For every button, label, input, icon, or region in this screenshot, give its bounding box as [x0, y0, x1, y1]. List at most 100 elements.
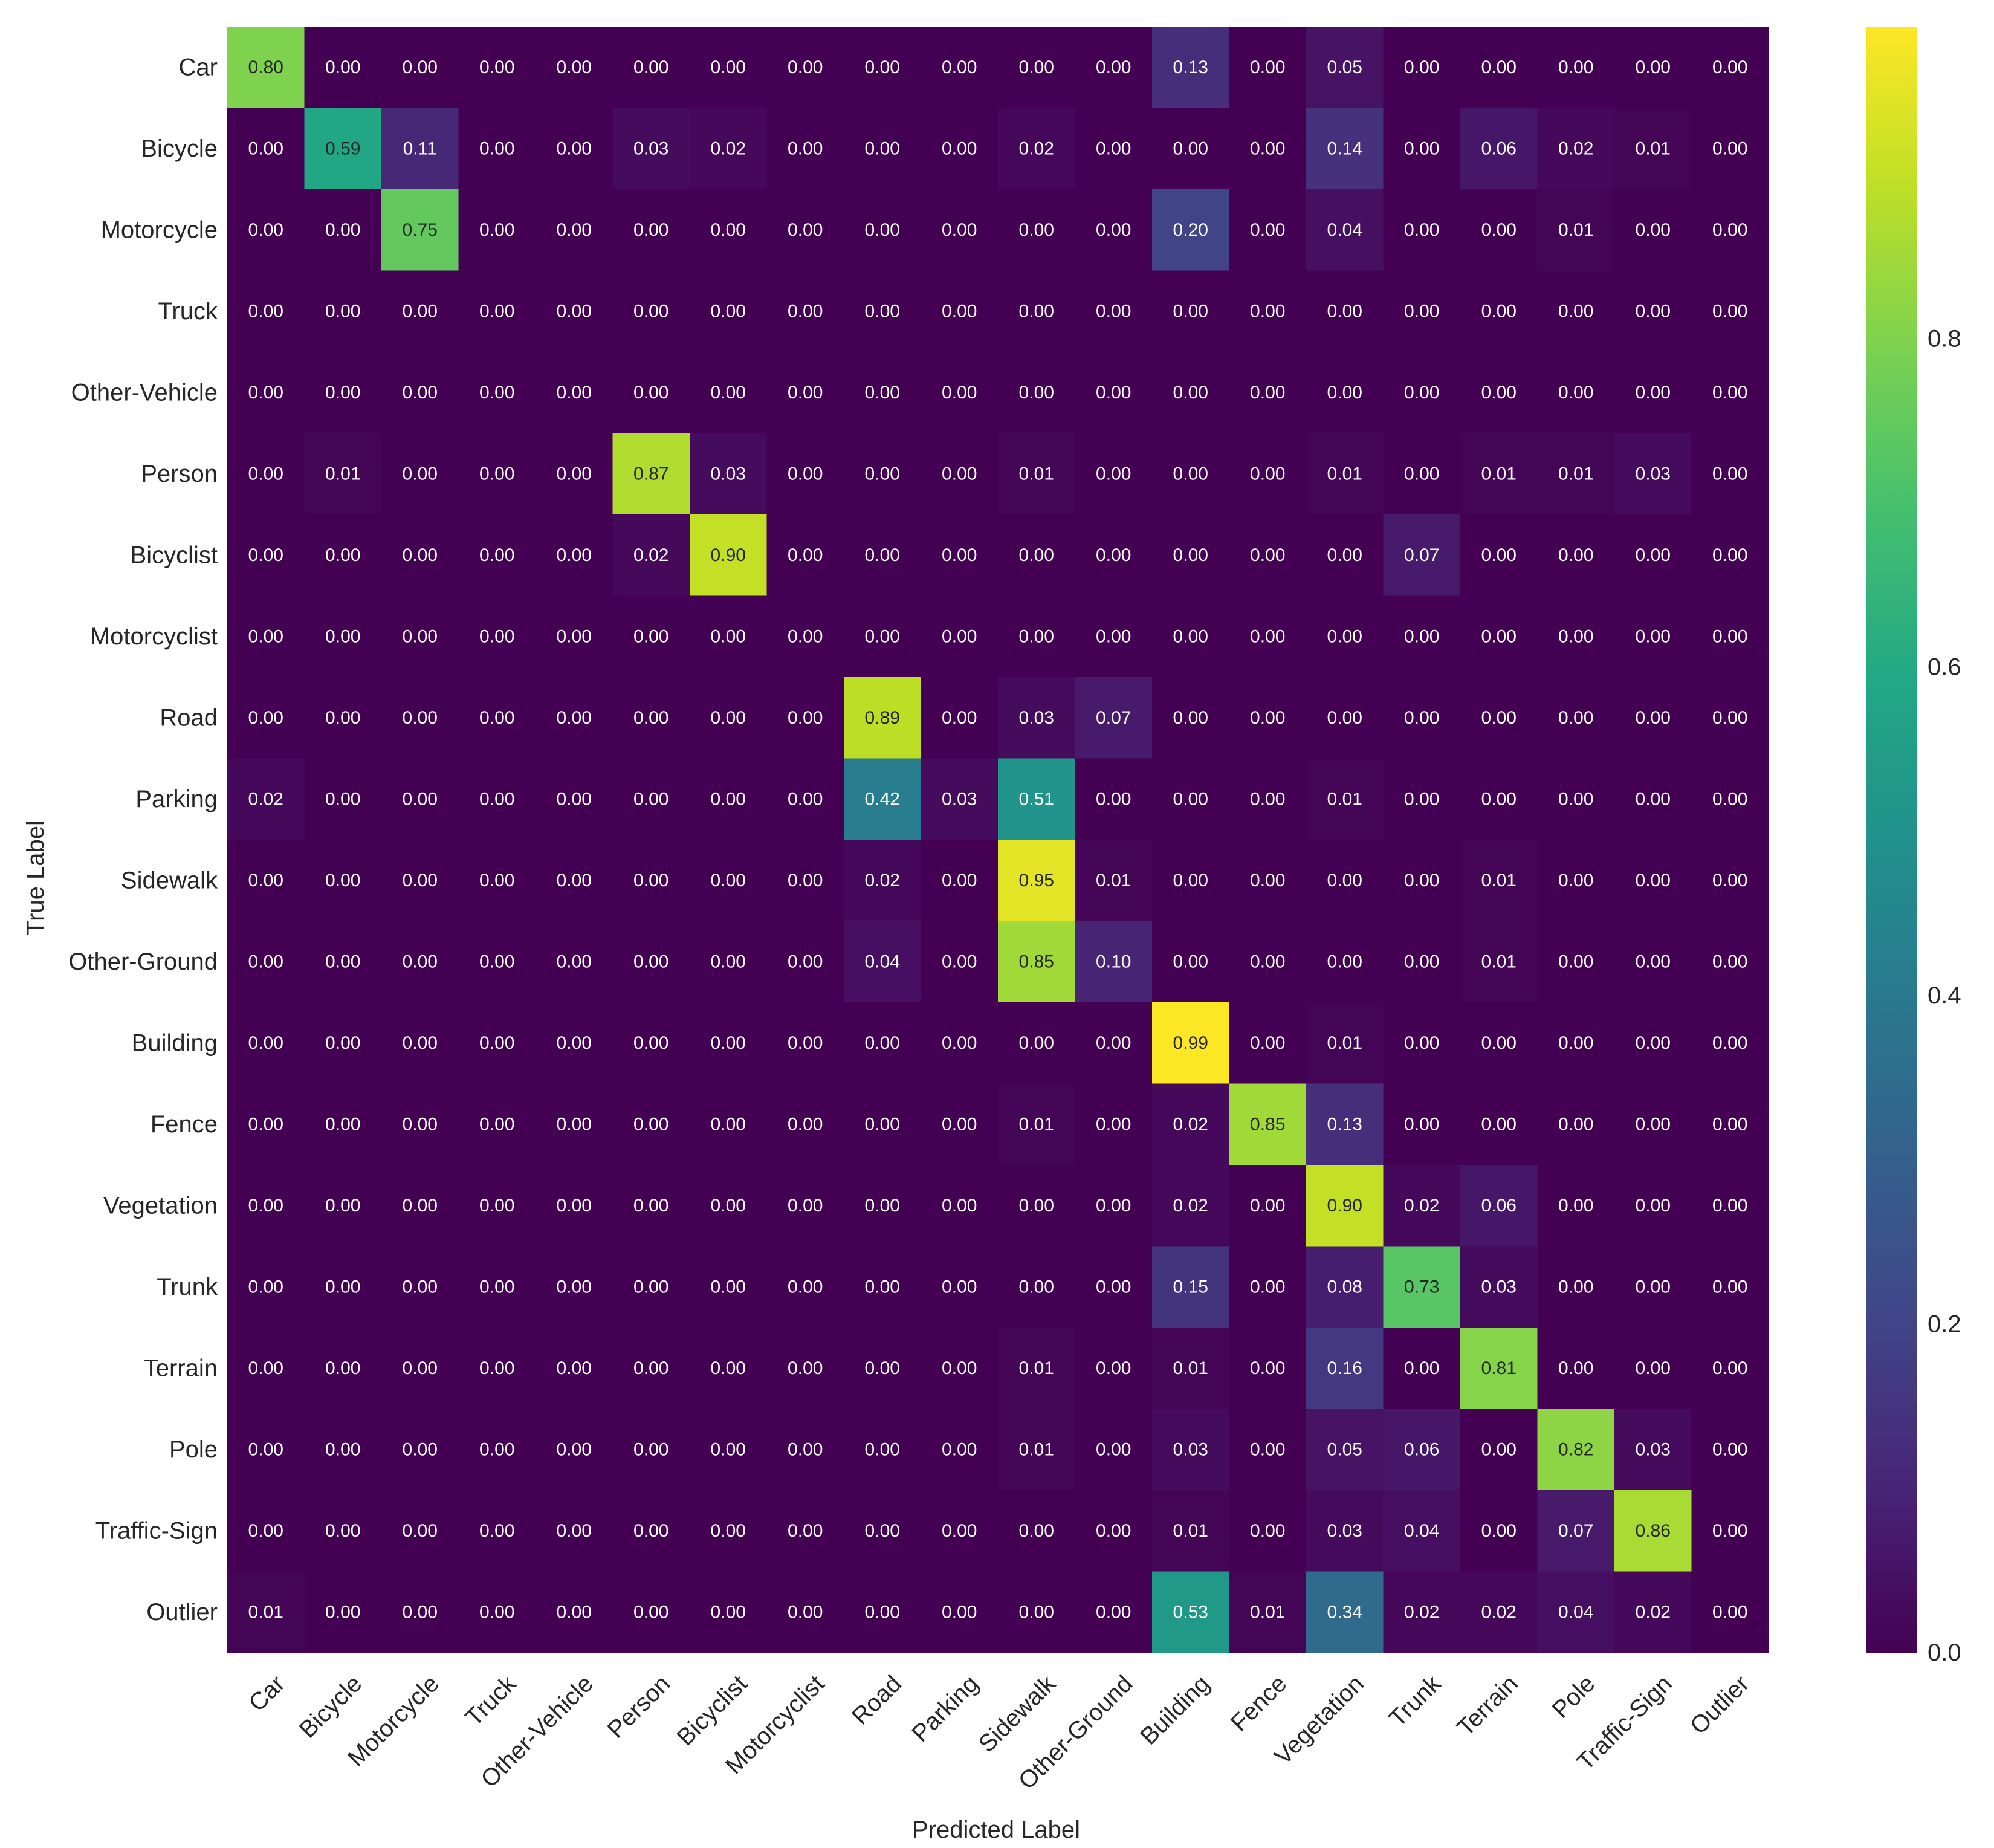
heatmap-cell	[1460, 1490, 1538, 1572]
cell-value-label: 0.00	[248, 1033, 283, 1053]
heatmap-cell	[1614, 352, 1692, 434]
cell-value-label: 0.00	[1250, 626, 1285, 646]
cell-value-label: 0.00	[1019, 383, 1054, 403]
cell-value-label: 0.00	[1712, 708, 1747, 728]
cell-value-label: 0.00	[942, 1521, 977, 1541]
cell-value-label: 0.00	[325, 1358, 360, 1378]
heatmap-cell	[844, 1490, 922, 1572]
cell-value-label: 0.02	[865, 871, 900, 890]
heatmap-cell	[921, 352, 999, 434]
heatmap-cell	[1229, 514, 1307, 597]
heatmap-cell	[1691, 189, 1769, 271]
heatmap-cell	[227, 27, 305, 109]
cell-value-label: 0.00	[633, 1277, 668, 1297]
cell-value-label: 0.00	[557, 464, 592, 484]
cell-value-label: 0.03	[633, 138, 668, 158]
cell-value-label: 0.00	[479, 626, 514, 646]
cell-value-label: 0.00	[942, 138, 977, 158]
cell-value-label: 0.00	[1712, 1033, 1747, 1053]
heatmap-cell	[1460, 840, 1538, 922]
cell-value-label: 0.00	[248, 1439, 283, 1459]
cell-value-label: 0.00	[1250, 871, 1285, 890]
cell-value-label: 0.00	[403, 1033, 438, 1053]
heatmap-cell	[921, 514, 999, 597]
heatmap-cell	[1306, 270, 1384, 352]
cell-value-label: 0.00	[325, 545, 360, 565]
heatmap-cell	[1229, 1002, 1307, 1084]
cell-value-label: 0.00	[479, 383, 514, 403]
heatmap-cell	[458, 677, 536, 759]
heatmap-cell	[844, 595, 922, 678]
cell-value-label: 0.00	[557, 301, 592, 321]
heatmap-cell	[381, 1490, 459, 1572]
heatmap-cell	[998, 1490, 1076, 1572]
cell-value-label: 0.00	[1712, 1114, 1747, 1134]
cell-value-label: 0.00	[1404, 1033, 1439, 1053]
heatmap-cell	[1383, 433, 1461, 515]
cell-value-label: 0.00	[1250, 1033, 1285, 1053]
cell-value-label: 0.00	[788, 464, 823, 484]
cell-value-label: 0.00	[633, 1033, 668, 1053]
cell-value-label: 0.00	[942, 952, 977, 971]
cell-value-label: 0.00	[403, 1439, 438, 1459]
heatmap-cell	[381, 595, 459, 678]
cell-value-label: 0.00	[248, 138, 283, 158]
cell-value-label: 0.00	[557, 952, 592, 971]
heatmap-cell	[1460, 189, 1538, 271]
heatmap-cell	[227, 840, 305, 922]
heatmap-cell	[844, 1165, 922, 1247]
heatmap-cell	[381, 840, 459, 922]
heatmap-cell	[921, 1246, 999, 1328]
heatmap-cell	[304, 1490, 382, 1572]
heatmap-cell	[690, 677, 768, 759]
heatmap-cell	[1075, 921, 1153, 1003]
cell-value-label: 0.04	[1558, 1602, 1593, 1622]
cell-value-label: 0.01	[1481, 871, 1517, 890]
cell-value-label: 0.00	[1404, 952, 1439, 971]
cell-value-label: 0.00	[1404, 1114, 1439, 1134]
cell-value-label: 0.00	[1558, 545, 1593, 565]
heatmap-cell	[1383, 352, 1461, 434]
heatmap-cell	[766, 758, 844, 840]
heatmap-cell	[844, 189, 922, 271]
heatmap-cell	[766, 270, 844, 352]
heatmap-cell	[1075, 189, 1153, 271]
cell-value-label: 0.00	[942, 1439, 977, 1459]
cell-value-label: 0.00	[1327, 383, 1362, 403]
heatmap-cell	[766, 1490, 844, 1572]
cell-value-label: 0.00	[1712, 1602, 1747, 1622]
y-tick-label: Person	[141, 461, 218, 487]
cell-value-label: 0.00	[248, 1521, 283, 1541]
cell-value-label: 0.00	[1558, 871, 1593, 890]
cell-value-label: 0.00	[1481, 1439, 1517, 1459]
cell-value-label: 0.00	[479, 545, 514, 565]
cell-value-label: 0.00	[942, 1602, 977, 1622]
y-tick-label: Traffic-Sign	[95, 1517, 218, 1544]
y-tick-label: Car	[179, 54, 218, 80]
heatmap-cell	[998, 758, 1076, 840]
cell-value-label: 0.00	[1019, 220, 1054, 240]
heatmap-cell	[1383, 840, 1461, 922]
heatmap-cell	[1152, 840, 1230, 922]
cell-value-label: 0.00	[788, 789, 823, 809]
cell-value-label: 0.00	[403, 383, 438, 403]
cell-value-label: 0.00	[479, 1602, 514, 1622]
heatmap-cell	[1460, 1409, 1538, 1491]
cell-value-label: 0.01	[1173, 1521, 1208, 1541]
heatmap-cell	[1075, 1165, 1153, 1247]
heatmap-cell	[1537, 921, 1615, 1003]
cell-value-label: 0.00	[1173, 138, 1208, 158]
cell-value-label: 0.02	[1558, 138, 1593, 158]
heatmap-cell	[844, 677, 922, 759]
y-axis-label: True Label	[22, 820, 49, 935]
cell-value-label: 0.90	[1327, 1196, 1362, 1216]
cell-value-label: 0.00	[1636, 789, 1671, 809]
cell-value-label: 0.01	[1636, 138, 1671, 158]
cell-value-label: 0.00	[942, 383, 977, 403]
heatmap-cell	[1229, 1083, 1307, 1166]
cell-value-label: 0.00	[633, 789, 668, 809]
cell-value-label: 0.00	[1173, 383, 1208, 403]
cell-value-label: 0.00	[942, 301, 977, 321]
cell-value-label: 0.00	[1558, 626, 1593, 646]
cell-value-label: 0.00	[942, 57, 977, 77]
